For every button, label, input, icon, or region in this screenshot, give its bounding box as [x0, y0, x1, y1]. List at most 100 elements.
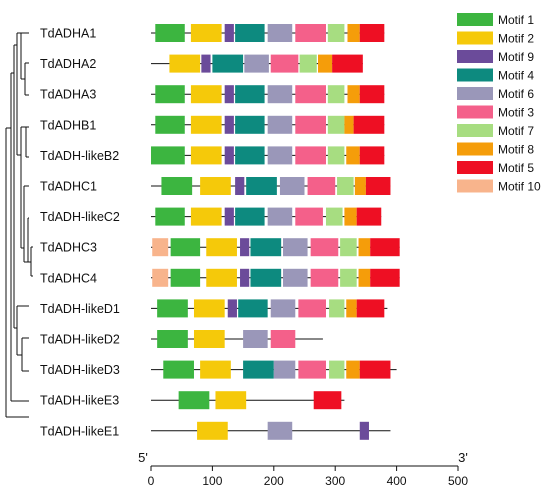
legend-label: Motif 4 [498, 69, 534, 83]
motif-8-box [354, 177, 366, 195]
motif-1-box [170, 238, 201, 257]
gene-row [151, 391, 345, 410]
legend-swatch [457, 13, 493, 26]
motif-8-box [346, 360, 360, 379]
motif-10-box [152, 238, 169, 257]
motif-4-box [235, 115, 265, 134]
motif-3-box [270, 54, 299, 73]
legend-label: Motif 7 [498, 124, 534, 138]
gene-label: TdADH-likeD1 [40, 302, 120, 316]
motif-5-box [332, 54, 363, 73]
motif-10-box [152, 268, 169, 287]
motif-3-box [310, 268, 339, 287]
motif-8-box [344, 207, 357, 226]
legend-swatch [457, 87, 493, 100]
phylogenetic-tree [5, 32, 33, 418]
axis-tick-label: 200 [264, 474, 284, 488]
legend-label: Motif 2 [498, 32, 534, 46]
motif-8-box [346, 299, 357, 318]
gene-row [151, 238, 400, 257]
motif-8-box [347, 85, 360, 104]
axis-tick-label: 500 [448, 474, 468, 488]
gene-labels: TdADHA1 TdADHA2 TdADHA3 TdADHB1 TdADH-likeB2… [40, 27, 120, 439]
motif-1-box [163, 360, 194, 379]
motif-7-box [327, 146, 345, 165]
legend-label: Motif 5 [498, 161, 534, 175]
gene-row [151, 177, 391, 195]
motif-4-box [235, 85, 265, 104]
motif-2-box [169, 54, 201, 73]
gene-label: TdADHC4 [40, 271, 97, 285]
motif-1-box [157, 299, 188, 318]
motif-6-box [243, 330, 268, 348]
motif-7-box [340, 238, 357, 257]
motif-2-box [206, 238, 237, 257]
motif-6-box [267, 24, 293, 42]
gene-label: TdADHC1 [40, 180, 97, 194]
motif-3-box [307, 177, 336, 195]
legend-label: Motif 8 [498, 143, 534, 157]
motif-4-box [235, 207, 265, 226]
motif-4-box [250, 238, 282, 257]
gene-label: TdADH-likeC2 [40, 210, 120, 224]
axis-tick-label: 400 [387, 474, 407, 488]
motif-4-box [246, 177, 277, 195]
motif-8-box [358, 238, 371, 257]
motif-6-box [267, 146, 293, 165]
motif-3-box [295, 207, 323, 226]
gene-label: TdADHA3 [40, 88, 96, 102]
legend-swatch [457, 124, 493, 137]
gene-row [151, 330, 323, 348]
motif-3-box [295, 146, 326, 165]
motif-5-box [356, 207, 382, 226]
gene-row [151, 85, 385, 104]
motif-2-box [200, 177, 231, 195]
gene-row [151, 421, 391, 440]
motif-5-box [359, 146, 385, 165]
motif-3-box [310, 238, 339, 257]
gene-rows [151, 24, 400, 440]
motif-1-box [155, 115, 185, 134]
scale-axis: 5' 3' 0 100 200 300 400 500 [138, 450, 468, 488]
motif-2-box [215, 391, 247, 410]
motif-8-box [358, 268, 371, 287]
motif-9-box [224, 207, 234, 226]
motif-2-box [200, 360, 231, 379]
motif-1-box [155, 24, 185, 42]
motif-2-box [190, 24, 222, 42]
motif-3-box [295, 85, 326, 104]
motif-6-box [267, 115, 293, 134]
legend-swatch [457, 161, 493, 174]
motif-2-box [190, 146, 222, 165]
motif-7-box [327, 85, 345, 104]
motif-5-box [370, 268, 400, 287]
motif-2-box [206, 268, 237, 287]
motif-9-box [240, 268, 250, 287]
motif-5-box [313, 391, 342, 410]
motif-7-box [337, 177, 354, 195]
gene-label: TdADHA1 [40, 27, 96, 41]
motif-5-box [359, 360, 391, 379]
motif-3-box [295, 115, 326, 134]
motif-2-box [197, 421, 228, 440]
motif-7-box [327, 24, 345, 42]
motif-2-box [193, 330, 225, 348]
motif-4-box [212, 54, 244, 73]
motif-9-box [359, 421, 369, 440]
motif-2-box [190, 207, 222, 226]
gene-label: TdADH-likeE3 [40, 394, 119, 408]
motif-6-box [273, 360, 296, 379]
gene-label: TdADH-likeB2 [40, 149, 119, 163]
gene-row [151, 54, 363, 73]
motif-3-box [298, 299, 326, 318]
motif-3-box [298, 360, 326, 379]
gene-row [151, 360, 397, 379]
motif-6-box [279, 177, 305, 195]
gene-row [151, 268, 400, 287]
axis-left-label: 5' [138, 450, 148, 465]
axis-tick-label: 300 [325, 474, 345, 488]
motif-7-box [327, 115, 345, 134]
axis-tick-label: 0 [148, 474, 155, 488]
motif-9-box [235, 177, 245, 195]
legend-label: Motif 3 [498, 106, 534, 120]
